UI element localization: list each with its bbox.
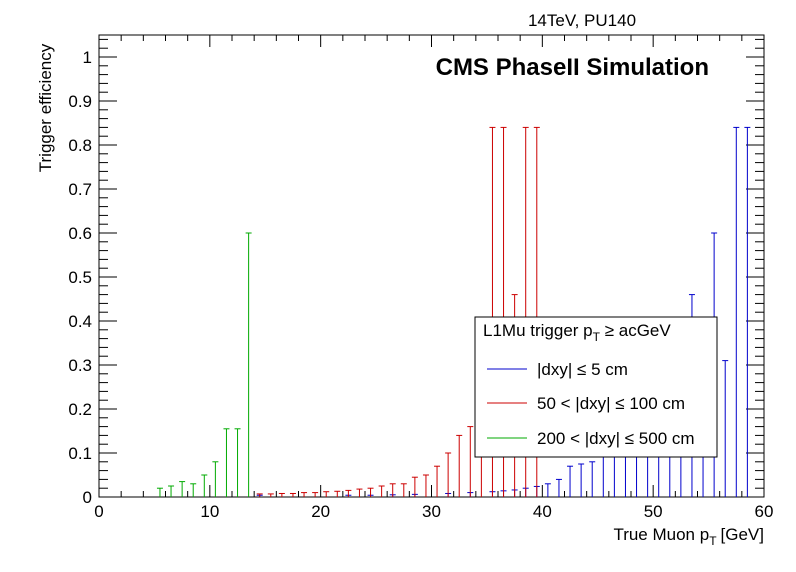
series-2 [156, 232, 252, 497]
legend-label-blue: |dxy| ≤ 5 cm [537, 360, 628, 379]
legend-header-main: L1Mu trigger p [483, 321, 593, 340]
legend-header-sub: T [593, 330, 601, 344]
y-tick-label: 0.1 [68, 444, 92, 463]
x-tick-label: 0 [94, 502, 103, 521]
legend-header: L1Mu trigger pT ≥ acGeV [483, 321, 671, 344]
y-tick-label: 0.8 [68, 136, 92, 155]
legend: L1Mu trigger pT ≥ acGeV |dxy| ≤ 5 cm 50 … [474, 316, 718, 458]
y-tick-label: 0 [83, 488, 92, 507]
x-tick-label: 60 [755, 502, 774, 521]
legend-label-green: 200 < |dxy| ≤ 500 cm [537, 429, 695, 448]
cms-watermark: CMS PhaseII Simulation [436, 54, 709, 81]
y-axis-tick-labels: 0 0.1 0.2 0.3 0.4 0.5 0.6 0.7 0.8 0.9 1 [68, 48, 92, 507]
legend-header-tail: ≥ acGeV [600, 321, 671, 340]
x-axis-tick-labels: 0 10 20 30 40 50 60 [94, 502, 773, 521]
y-tick-label: 0.6 [68, 224, 92, 243]
legend-label-red: 50 < |dxy| ≤ 100 cm [537, 394, 685, 413]
top-label: 14TeV, PU140 [528, 11, 636, 30]
y-tick-label: 0.9 [68, 92, 92, 111]
y-axis-label: Trigger efficiency [36, 43, 55, 172]
x-axis-label-main: True Muon p [613, 525, 709, 544]
x-axis-label: True Muon pT [GeV] [613, 525, 764, 548]
y-tick-label: 0.3 [68, 356, 92, 375]
x-axis-label-sub: T [709, 534, 717, 548]
x-tick-label: 30 [422, 502, 441, 521]
y-tick-label: 0.7 [68, 180, 92, 199]
y-tick-label: 1 [83, 48, 92, 67]
x-axis-label-unit: [GeV] [721, 525, 764, 544]
x-tick-label: 40 [533, 502, 552, 521]
legend-box [474, 316, 718, 458]
y-axis-ticks [99, 38, 764, 498]
y-tick-label: 0.4 [68, 312, 92, 331]
y-tick-label: 0.2 [68, 400, 92, 419]
y-tick-label: 0.5 [68, 268, 92, 287]
x-axis-ticks [98, 35, 765, 497]
x-tick-label: 20 [311, 502, 330, 521]
x-tick-label: 50 [644, 502, 663, 521]
x-tick-label: 10 [200, 502, 219, 521]
